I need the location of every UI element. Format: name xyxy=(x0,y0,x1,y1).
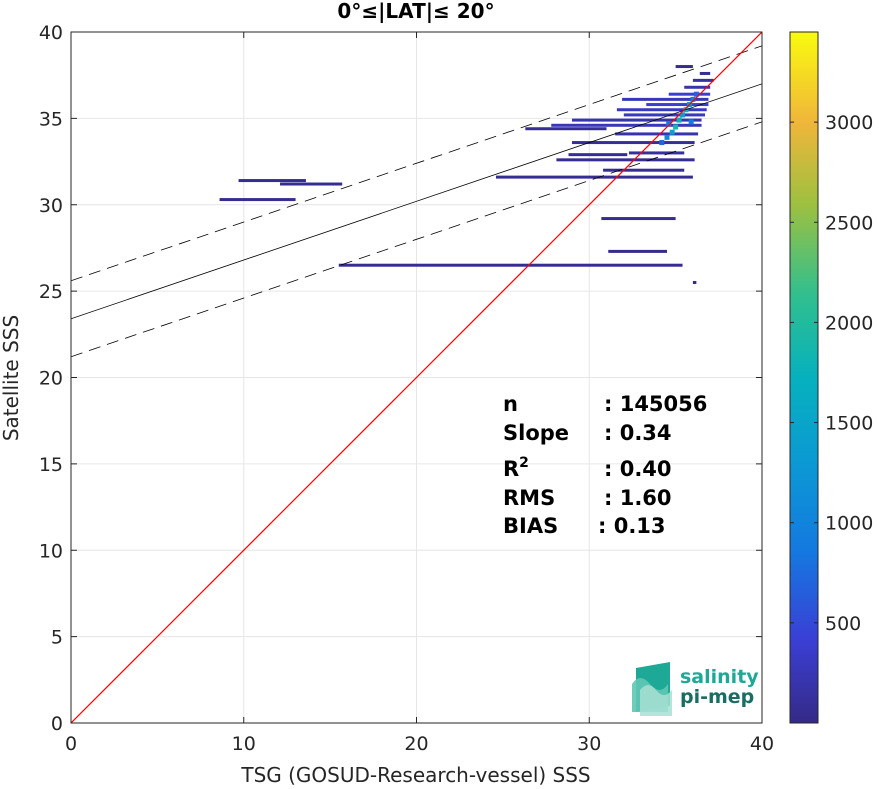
stat-key: R2 xyxy=(503,455,529,481)
stat-value: : 1.60 xyxy=(604,486,672,510)
y-tick-label: 20 xyxy=(39,368,63,390)
heatmap-cell xyxy=(623,113,705,117)
heatmap-cell xyxy=(684,85,711,89)
upper-bound-line xyxy=(71,45,762,282)
heatmap-cell xyxy=(556,158,695,162)
heatmap-cell xyxy=(495,175,693,179)
colorbar-ticks: 500 1000 1500 2000 2500 3000 xyxy=(790,112,873,635)
stats-box: n : 145056 Slope : 0.34 R2 : 0.40 RMS : 1.60 BIA… xyxy=(503,392,707,538)
y-tick-label: 25 xyxy=(39,281,63,303)
heatmap-cell xyxy=(280,182,343,186)
heatmap-cell xyxy=(219,198,296,202)
logo-icon xyxy=(632,662,672,716)
heatmap-cell xyxy=(601,217,676,221)
heatmap-cell xyxy=(668,92,711,96)
heatmap-cell xyxy=(699,71,711,75)
heatmap-cell xyxy=(615,132,699,136)
heatmap-cell xyxy=(688,119,694,125)
x-tick-label: 30 xyxy=(577,733,601,755)
heatmap-cell xyxy=(666,121,672,127)
heatmap-cell xyxy=(571,141,695,145)
heatmap-cell xyxy=(571,118,702,122)
x-tick-label: 10 xyxy=(232,733,256,755)
stat-value: : 0.40 xyxy=(604,457,672,481)
lower-bound-line xyxy=(71,121,762,358)
heatmap-cell xyxy=(603,168,685,172)
heatmap-cell xyxy=(680,112,686,118)
colorbar-tick-label: 1500 xyxy=(825,413,873,435)
logo-line1: salinity xyxy=(680,666,759,688)
colorbar-tick-label: 3000 xyxy=(825,112,873,134)
heatmap-cell xyxy=(693,91,699,97)
stat-value: : 145056 xyxy=(604,392,707,416)
regression-lines xyxy=(71,32,762,723)
heatmap-cell xyxy=(669,129,675,135)
stat-key: BIAS xyxy=(503,514,558,538)
x-tick-label: 20 xyxy=(404,733,428,755)
stat-key: n xyxy=(503,392,518,416)
colorbar-gradient xyxy=(789,31,819,724)
fit-line xyxy=(71,83,762,320)
heatmap-cell xyxy=(692,78,714,82)
heatmap-cell xyxy=(338,263,683,267)
heatmap-cell xyxy=(568,153,628,157)
heatmap-cell xyxy=(646,103,709,107)
identity-line xyxy=(71,32,762,723)
x-tick-label: 0 xyxy=(65,733,77,755)
colorbar: 500 1000 1500 2000 2500 3000 xyxy=(789,31,873,724)
heatmap-cell xyxy=(628,151,685,155)
y-tick-label: 0 xyxy=(51,713,63,735)
stat-value: : 0.34 xyxy=(604,421,672,445)
heatmap-cell xyxy=(616,108,707,112)
y-axis-label: Satellite SSS xyxy=(0,315,23,441)
stat-key-superscript: 2 xyxy=(519,455,529,471)
colorbar-tick-label: 500 xyxy=(825,613,861,635)
heatmap-cell xyxy=(692,280,697,284)
logo-line2: pi-mep xyxy=(680,686,754,708)
heatmap-cell xyxy=(673,124,679,130)
grid xyxy=(71,32,762,723)
y-tick-label: 10 xyxy=(39,540,63,562)
heatmap-cell xyxy=(525,127,607,131)
heatmap-cell xyxy=(676,117,682,123)
x-tick-label: 40 xyxy=(750,733,774,755)
heatmap-cell xyxy=(551,123,702,127)
stat-key: RMS xyxy=(503,486,555,510)
y-tick-label: 15 xyxy=(39,454,63,476)
y-tick-label: 40 xyxy=(39,22,63,44)
heatmap-cell xyxy=(622,97,709,101)
salinity-pimep-logo: salinity pi-mep xyxy=(632,662,759,716)
heatmap-cell xyxy=(659,140,665,146)
stat-key: Slope xyxy=(503,421,569,445)
heatmap-cell xyxy=(664,134,670,140)
colorbar-tick-label: 2000 xyxy=(825,312,873,334)
heatmap-cell xyxy=(690,96,696,102)
heatmap-cell xyxy=(608,249,667,253)
heatmap-cells xyxy=(219,65,714,284)
colorbar-tick-label: 1000 xyxy=(825,513,873,535)
y-tick-label: 35 xyxy=(39,108,63,130)
axis-ticks: 0 10 20 30 40 0 5 10 15 20 25 30 35 40 xyxy=(39,22,774,755)
x-axis-label: TSG (GOSUD-Research-vessel) SSS xyxy=(240,763,590,787)
stat-value: : 0.13 xyxy=(598,514,666,538)
heatmap-cell xyxy=(675,65,693,69)
heatmap-cell xyxy=(238,179,306,183)
y-tick-label: 5 xyxy=(51,627,63,649)
y-tick-label: 30 xyxy=(39,195,63,217)
colorbar-tick-label: 2500 xyxy=(825,212,873,234)
chart-title: 0°≤|LAT|≤ 20° xyxy=(337,0,494,23)
